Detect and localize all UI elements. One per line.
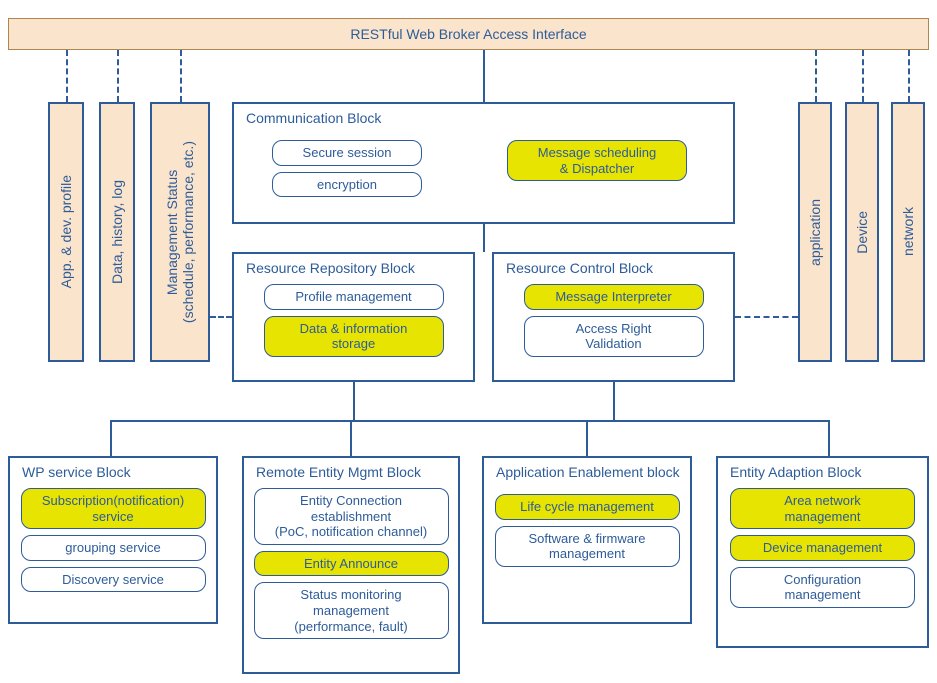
dash-connector (180, 50, 182, 102)
pill-device-management: Device management (730, 535, 915, 561)
left-col-1: Data, history, log (99, 102, 135, 362)
pill-access-right-validation: Access Right Validation (524, 316, 704, 357)
application-enablement-title: Application Enablement block (492, 464, 682, 480)
resource-repository-block: Resource Repository Block Profile manage… (232, 252, 475, 382)
connector (586, 420, 588, 456)
dash-connector (862, 50, 864, 102)
dash-connector-h (210, 316, 232, 318)
dash-connector (66, 50, 68, 102)
dash-connector (908, 50, 910, 102)
remote-entity-mgmt-block: Remote Entity Mgmt Block Entity Connecti… (242, 456, 460, 674)
pill-status-monitoring: Status monitoring management (performanc… (254, 582, 449, 639)
left-col-label-1: Data, history, log (109, 180, 125, 284)
left-col-0: App. & dev. profile (48, 102, 84, 362)
connector (353, 382, 355, 422)
entity-adaption-block: Entity Adaption Block Area network manag… (716, 456, 929, 648)
left-col-label-0: App. & dev. profile (58, 175, 74, 288)
pill-message-scheduling: Message scheduling & Dispatcher (507, 140, 687, 181)
pill-subscription-service: Subscription(notification) service (21, 488, 206, 529)
resource-repository-title: Resource Repository Block (242, 260, 465, 276)
communication-block: Communication Block Secure session encry… (232, 102, 735, 224)
pill-encryption: encryption (272, 172, 422, 198)
wp-service-title: WP service Block (18, 464, 208, 480)
connector (110, 420, 830, 422)
right-col-2: network (891, 102, 925, 362)
connector (483, 224, 485, 252)
connector (110, 420, 112, 456)
pill-grouping-service: grouping service (21, 535, 206, 561)
pill-message-interpreter: Message Interpreter (524, 284, 704, 310)
pill-area-network: Area network management (730, 488, 915, 529)
left-col-label-2: Management Status (schedule, performance… (164, 141, 196, 323)
pill-entity-connection: Entity Connection establishment (PoC, no… (254, 488, 449, 545)
right-col-0: application (798, 102, 832, 362)
pill-secure-session: Secure session (272, 140, 422, 166)
pill-entity-announce: Entity Announce (254, 551, 449, 577)
dash-connector (815, 50, 817, 102)
connector (483, 50, 485, 102)
pill-data-information-storage: Data & information storage (264, 316, 444, 357)
pill-configuration-management: Configuration management (730, 567, 915, 608)
left-col-2: Management Status (schedule, performance… (150, 102, 210, 362)
connector (350, 420, 352, 456)
resource-control-title: Resource Control Block (502, 260, 725, 276)
pill-discovery-service: Discovery service (21, 567, 206, 593)
connector (828, 420, 830, 456)
application-enablement-block: Application Enablement block Life cycle … (482, 456, 692, 624)
pill-software-firmware: Software & firmware management (495, 526, 680, 567)
pill-life-cycle: Life cycle management (495, 494, 680, 520)
entity-adaption-title: Entity Adaption Block (726, 464, 919, 480)
pill-profile-management: Profile management (264, 284, 444, 310)
right-col-label-0: application (807, 199, 823, 266)
right-col-label-1: Device (854, 211, 870, 254)
connector (613, 382, 615, 422)
wp-service-block: WP service Block Subscription(notificati… (8, 456, 218, 624)
right-col-label-2: network (900, 207, 916, 256)
top-interface-label: RESTful Web Broker Access Interface (350, 26, 586, 42)
dash-connector-h (735, 316, 798, 318)
dash-connector (117, 50, 119, 102)
right-col-1: Device (845, 102, 879, 362)
resource-control-block: Resource Control Block Message Interpret… (492, 252, 735, 382)
remote-entity-title: Remote Entity Mgmt Block (252, 464, 450, 480)
top-interface-bar: RESTful Web Broker Access Interface (8, 18, 929, 50)
communication-block-title: Communication Block (242, 110, 725, 126)
